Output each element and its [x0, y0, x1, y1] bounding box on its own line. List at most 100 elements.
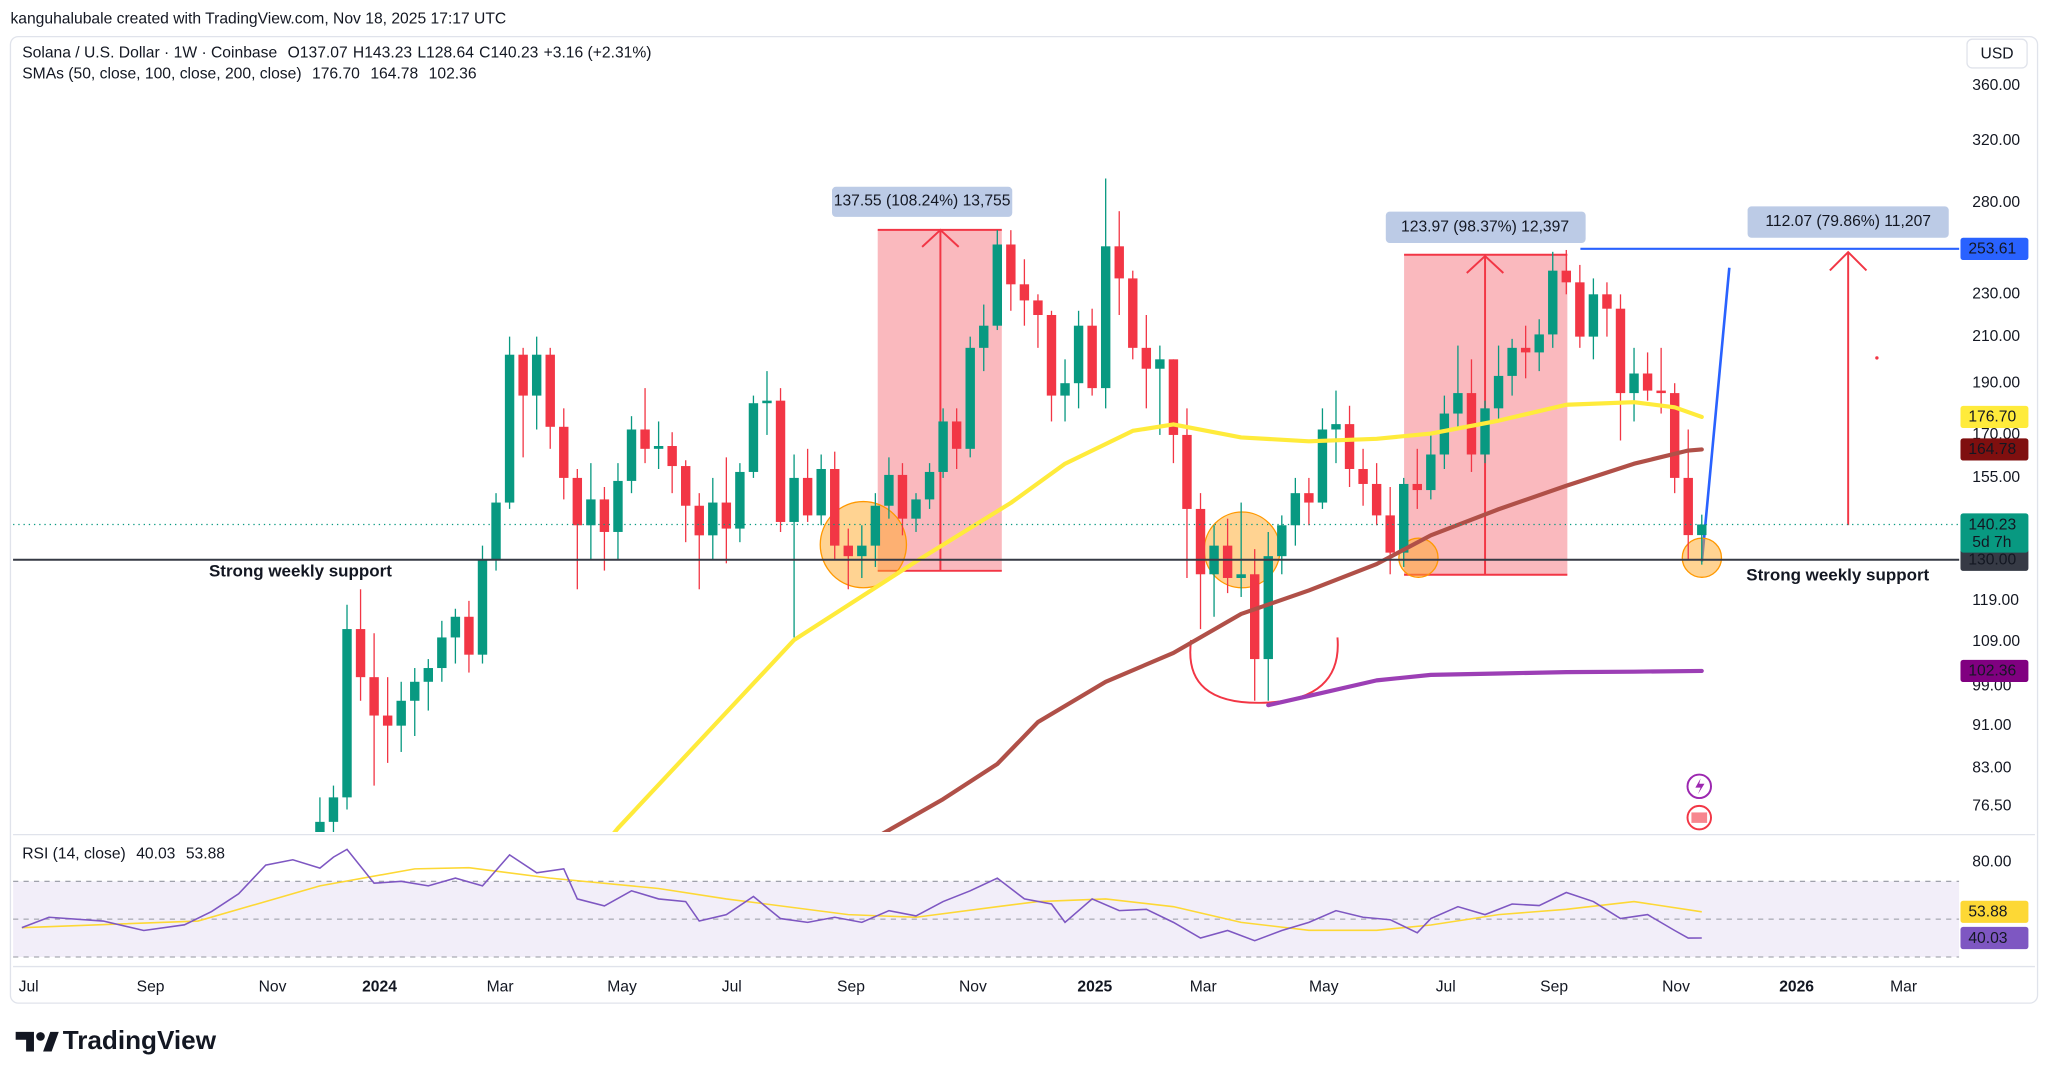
arrow-head: [1466, 254, 1505, 274]
sma-legend-value: 176.70: [312, 66, 360, 83]
candle-body: [884, 474, 894, 506]
economic-icon-glyph: [1691, 812, 1708, 823]
x-tick-label: Mar: [1890, 979, 1917, 996]
candle-body: [1250, 574, 1260, 660]
y-tick-label: 76.50: [1972, 798, 2011, 815]
candle-body: [491, 502, 501, 560]
candle-body: [897, 474, 908, 519]
candle-body: [369, 677, 379, 716]
chart-frame: [9, 35, 2039, 1004]
candle-body: [640, 429, 650, 449]
rsi-legend-value: 40.03: [136, 845, 175, 862]
candle-body: [775, 400, 786, 522]
rsi-tag-bg: [1960, 926, 2029, 950]
arrow-head: [921, 228, 960, 248]
candle-body: [599, 499, 610, 532]
candle-body: [748, 403, 759, 472]
candle-body: [531, 354, 542, 396]
candle-body: [1277, 525, 1287, 557]
x-tick-label: Nov: [259, 979, 287, 996]
logo-mark: [43, 1031, 59, 1052]
candle-body: [342, 629, 352, 798]
candle-body: [1331, 424, 1341, 430]
candle-body: [1060, 383, 1070, 396]
candle-body: [1520, 347, 1531, 353]
x-tick-label: Sep: [837, 979, 865, 996]
y-tick-label: 210.00: [1972, 328, 2020, 345]
candle-body: [911, 499, 921, 519]
candle-body: [477, 559, 488, 655]
candle-body: [518, 354, 528, 396]
candle-body: [410, 681, 420, 701]
ohlc-label: C: [479, 45, 490, 62]
candle-body: [1385, 515, 1395, 553]
candle-body: [653, 446, 664, 449]
y-tick-label: 230.00: [1972, 285, 2020, 302]
candle-body: [1399, 483, 1409, 553]
x-tick-label: 2024: [362, 979, 397, 996]
x-tick-label: Jul: [19, 979, 39, 996]
candle-body: [586, 499, 596, 526]
candle-body: [830, 468, 840, 546]
sma-legend-value: 102.36: [429, 66, 477, 83]
ohlc-label: L: [417, 45, 426, 62]
candle-body: [721, 502, 732, 529]
logo-mark: [36, 1032, 45, 1041]
y-tick-label: 320.00: [1972, 132, 2020, 149]
sma-legend-title: SMAs (50, close, 100, close, 200, close): [22, 66, 301, 83]
rsi-line: [21, 866, 1702, 932]
x-tick-label: May: [607, 979, 637, 996]
candle-body: [1371, 483, 1382, 516]
currency: USD: [1981, 45, 2014, 62]
measure-label: 137.55 (108.24%) 13,755: [834, 192, 1011, 209]
candle-body: [789, 477, 799, 522]
logo-mark: [15, 1031, 34, 1052]
candle-body: [1182, 434, 1192, 509]
x-tick-label: Nov: [1662, 979, 1690, 996]
candle-body: [938, 421, 948, 472]
measure-box: [1747, 206, 1949, 238]
candle-body: [559, 426, 569, 478]
sma-tag-bg: [1960, 438, 2029, 461]
y-tick-label: 155.00: [1972, 469, 2020, 486]
candle-body: [1669, 393, 1680, 478]
x-tick-label: 2025: [1077, 979, 1112, 996]
brand-name: TradingView: [63, 1025, 217, 1055]
ohlc-value: 140.23: [490, 45, 538, 62]
sma-line: [612, 400, 1704, 833]
credit: kanguhalubale created with TradingView.c…: [10, 11, 506, 28]
candle-body: [965, 347, 975, 449]
currency-button[interactable]: [1966, 38, 2028, 69]
legend-title: Solana / U.S. Dollar · 1W · Coinbase: [22, 45, 277, 62]
ohlc-value: 128.64: [426, 45, 474, 62]
candle-body: [437, 637, 447, 669]
candle-body: [1006, 244, 1016, 285]
candle-body: [1629, 373, 1639, 394]
sma-tag-bg: [1960, 405, 2029, 429]
rsi-tick-label: 80.00: [1972, 854, 2011, 871]
candle-body: [667, 446, 677, 467]
candle-body: [1548, 270, 1558, 335]
candle-body: [762, 400, 772, 404]
candle-body: [1439, 413, 1450, 455]
candle-body: [708, 502, 718, 536]
candle-body: [1155, 359, 1165, 369]
candle-body: [1344, 424, 1355, 469]
candle-body: [504, 354, 515, 503]
ohlc-value: 143.23: [364, 45, 412, 62]
measure-box: [832, 186, 1013, 217]
candle-body: [1073, 325, 1084, 384]
candle-body: [1683, 477, 1693, 536]
candle-body: [1575, 282, 1585, 337]
candle-body: [1290, 493, 1301, 526]
rsi-tag: 53.88: [1968, 904, 2007, 921]
price-pane: [13, 178, 1960, 833]
y-tick-label: 190.00: [1972, 374, 2020, 391]
sma-tag-bg: [1960, 659, 2029, 683]
candle-body: [450, 616, 461, 638]
candle-body: [1236, 574, 1246, 578]
sma-line: [881, 447, 1704, 833]
y-tick-label: 360.00: [1972, 77, 2020, 94]
rsi-tag-bg: [1960, 900, 2029, 923]
